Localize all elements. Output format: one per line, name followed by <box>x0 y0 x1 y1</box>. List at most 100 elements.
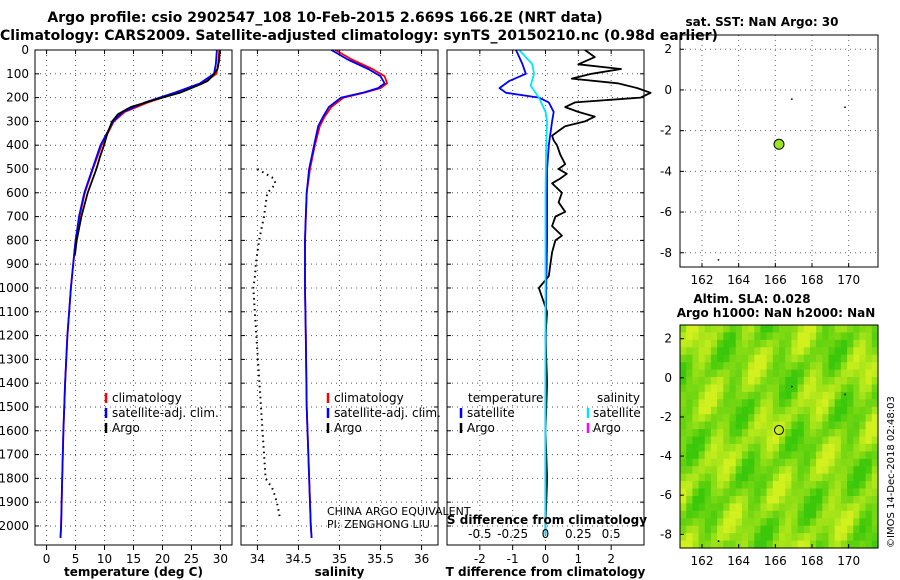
heatmap-cell <box>692 391 700 400</box>
heatmap-cell <box>853 503 861 512</box>
s-tick-label: 0.5 <box>602 527 621 541</box>
heatmap-cell <box>871 399 879 408</box>
heatmap-cell <box>840 384 848 393</box>
heatmap-cell <box>754 399 762 408</box>
heatmap-cell <box>816 339 823 348</box>
heatmap-cell <box>828 354 836 363</box>
heatmap-cell <box>865 466 873 475</box>
y-tick-label: 1800 <box>0 471 29 485</box>
heatmap-cell <box>748 488 755 497</box>
heatmap-cell <box>834 347 842 356</box>
heatmap-cell <box>840 354 848 363</box>
heatmap-cell <box>779 525 786 534</box>
heatmap-cell <box>828 525 836 534</box>
heatmap-cell <box>853 488 861 497</box>
heatmap-cell <box>680 369 687 378</box>
heatmap-cell <box>809 399 817 408</box>
heatmap-cell <box>785 473 792 482</box>
heatmap-cell <box>847 339 854 348</box>
heatmap-cell <box>809 369 817 378</box>
heatmap-cell <box>871 347 879 356</box>
heatmap-cell <box>772 533 780 542</box>
heatmap-cell <box>686 503 693 512</box>
legend-label: Argo <box>467 421 495 435</box>
heatmap-cell <box>748 451 755 460</box>
heatmap-cell <box>692 458 700 467</box>
heatmap-cell <box>816 510 823 519</box>
heatmap-cell <box>760 443 768 452</box>
heatmap-cell <box>853 384 861 393</box>
heatmap-cell <box>698 369 706 378</box>
heatmap-cell <box>748 399 755 408</box>
heatmap-cell <box>859 533 867 542</box>
heatmap-cell <box>717 347 724 356</box>
y-tick-label: -8 <box>660 246 672 260</box>
heatmap-cell <box>834 451 842 460</box>
heatmap-cell <box>723 391 731 400</box>
heatmap-cell <box>834 421 842 430</box>
heatmap-cell <box>766 406 774 415</box>
heatmap-cell <box>791 354 799 363</box>
heatmap-cell <box>785 406 792 415</box>
heatmap-cell <box>847 540 854 549</box>
heatmap-cell <box>692 325 700 333</box>
heatmap-cell <box>871 488 879 497</box>
heatmap-cell <box>840 496 848 504</box>
heatmap-cell <box>871 384 879 393</box>
heatmap-cell <box>785 421 792 430</box>
heatmap-cell <box>680 451 687 460</box>
series-line-climatology <box>59 49 221 538</box>
heatmap-cell <box>760 406 768 415</box>
heatmap-cell <box>723 503 731 512</box>
heatmap-cell <box>785 518 792 527</box>
heatmap-cell <box>680 496 687 504</box>
heatmap-cell <box>754 369 762 378</box>
heatmap-cell <box>859 414 867 423</box>
heatmap-cell <box>717 406 724 415</box>
heatmap-cell <box>717 518 724 527</box>
heatmap-cell <box>865 399 873 408</box>
heatmap-cell <box>698 399 706 408</box>
heatmap-cell <box>828 332 836 341</box>
heatmap-cell <box>809 325 817 333</box>
x-tick-label: 25 <box>184 552 199 566</box>
heatmap-cell <box>754 384 762 393</box>
heatmap-cell <box>710 488 718 497</box>
heatmap-cell <box>803 481 811 490</box>
heatmap-cell <box>710 510 718 519</box>
heatmap-cell <box>816 473 823 482</box>
heatmap-cell <box>822 414 830 423</box>
heatmap-cell <box>760 496 768 504</box>
heatmap-cell <box>871 354 879 363</box>
heatmap-cell <box>859 369 867 378</box>
heatmap-cell <box>840 481 848 490</box>
heatmap-cell <box>698 347 706 356</box>
legend-label: Argo <box>593 421 621 435</box>
heatmap-cell <box>692 510 700 519</box>
heatmap-cell <box>710 399 718 408</box>
heatmap-cell <box>741 443 749 452</box>
heatmap-cell <box>785 525 792 534</box>
heatmap-cell <box>692 503 700 512</box>
heatmap-cell <box>680 466 687 475</box>
heatmap-cell <box>760 503 768 512</box>
heatmap-cell <box>809 354 817 363</box>
heatmap-cell <box>803 466 811 475</box>
heatmap-cell <box>741 466 749 475</box>
heatmap-cell <box>735 354 743 363</box>
heatmap-cell <box>865 503 873 512</box>
y-tick-label: 600 <box>6 186 29 200</box>
heatmap-cell <box>735 510 743 519</box>
heatmap-cell <box>791 362 799 371</box>
heatmap-cell <box>791 518 799 527</box>
axes-frame <box>679 34 879 268</box>
heatmap-cell <box>723 540 731 549</box>
heatmap-cell <box>766 473 774 482</box>
heatmap-cell <box>840 377 848 385</box>
heatmap-cell <box>729 406 737 415</box>
heatmap-cell <box>871 496 879 504</box>
heatmap-cell <box>704 399 712 408</box>
heatmap-cell <box>834 429 842 438</box>
heatmap-cell <box>680 332 687 341</box>
heatmap-cell <box>785 369 792 378</box>
